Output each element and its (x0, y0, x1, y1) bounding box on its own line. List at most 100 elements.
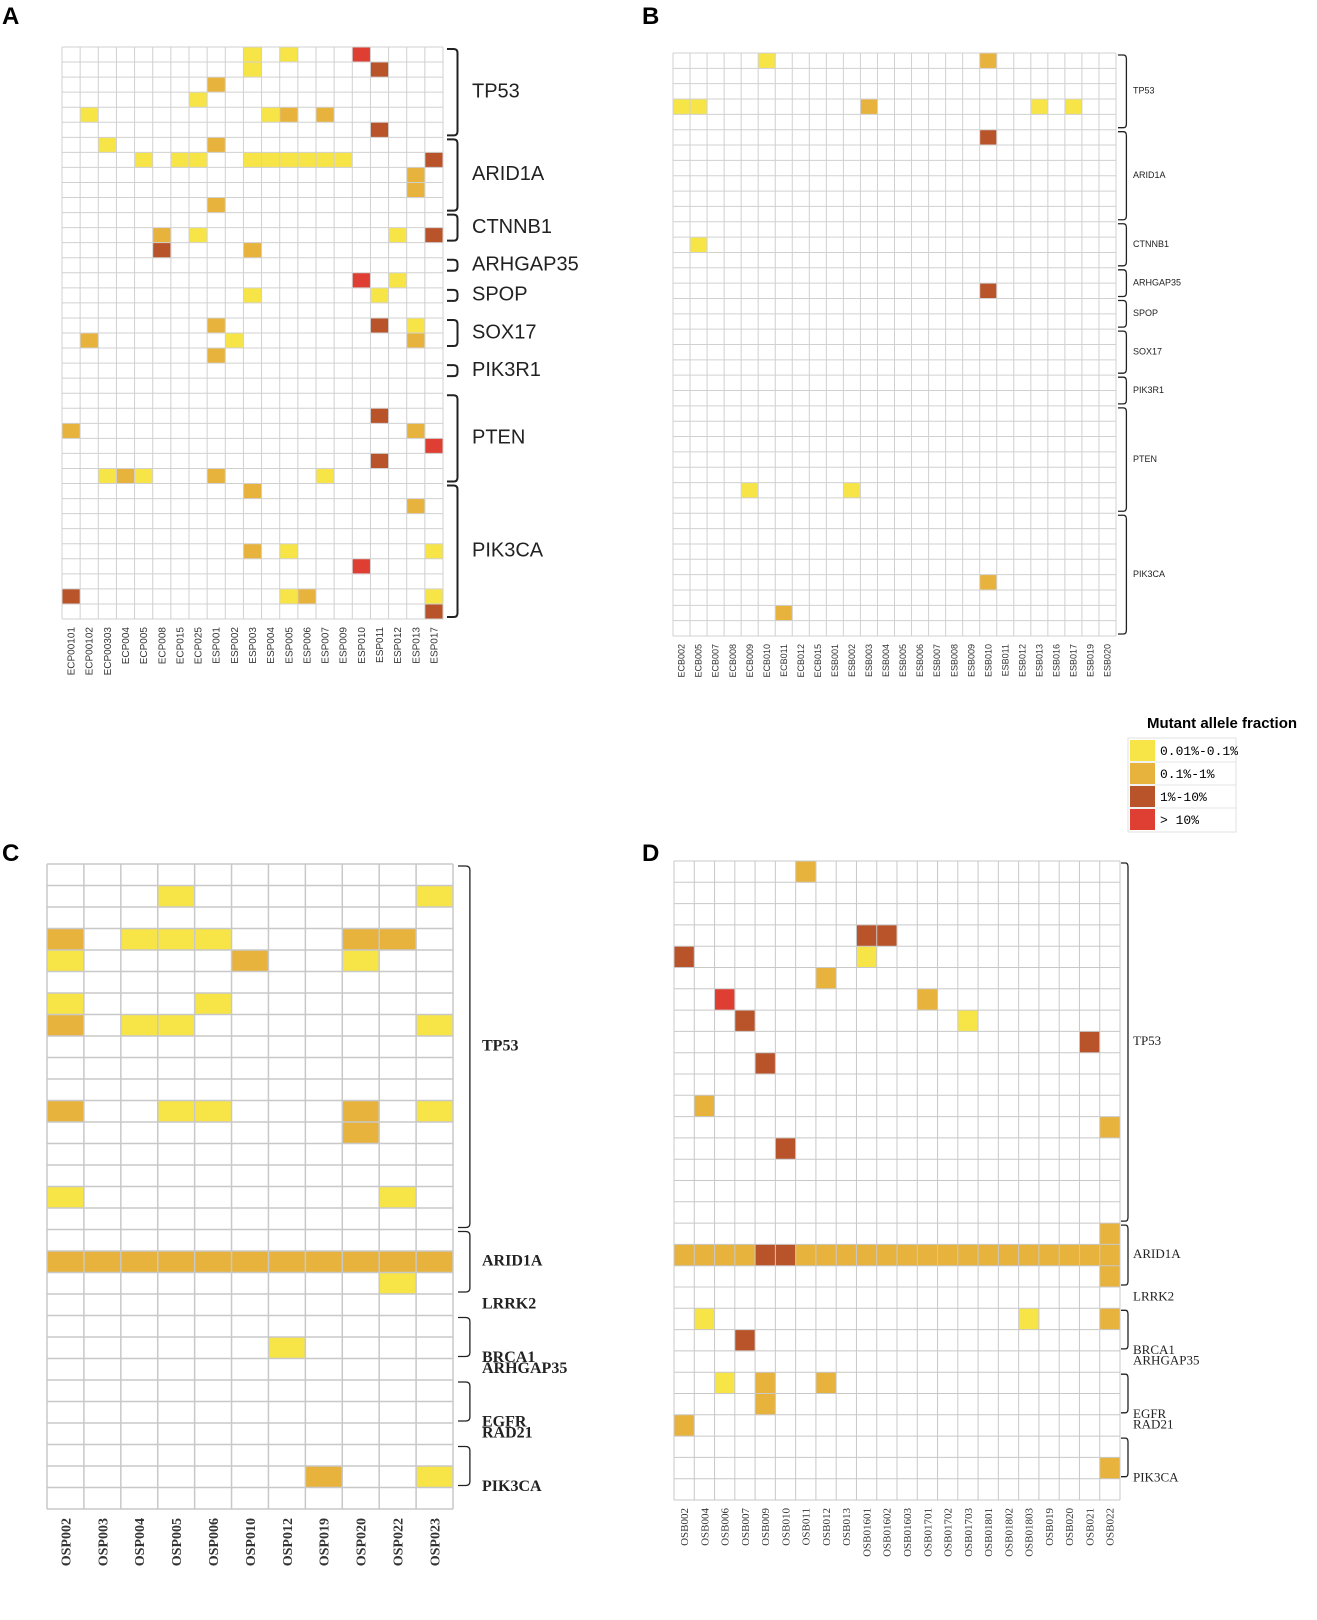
tick-label-osb01803: OSB01803 (1024, 1508, 1036, 1557)
tick-label-esb013: ESB013 (1034, 644, 1044, 677)
gene-bracket-sox17 (1118, 330, 1128, 374)
tick-label-ecp004: ECP004 (121, 627, 132, 665)
heatmap-cell (342, 1122, 380, 1144)
legend-swatch (1130, 740, 1155, 761)
heatmap-cell (424, 438, 444, 454)
tick-label-osb01702: OSB01702 (943, 1508, 955, 1557)
heatmap-cell (406, 167, 426, 183)
gene-bracket-pten (1118, 407, 1128, 512)
tick-label-ecp025: ECP025 (194, 627, 205, 665)
heatmap-cell (1064, 99, 1083, 115)
heatmap-cell (231, 1251, 269, 1273)
heatmap-cell (231, 950, 269, 972)
heatmap-cell (305, 1466, 343, 1488)
tick-label-esb007: ESB007 (932, 644, 942, 677)
column-tick-labels-b: ECB002 ECB005 ECB007 ECB008 ECB009 ECB010 ECB0… (677, 644, 1113, 678)
grid-lines-d (673, 860, 1121, 1501)
tick-label-esp007: ESP007 (321, 627, 332, 664)
tick-label-ecp00101: ECP00101 (67, 627, 78, 676)
heatmap-cell (189, 227, 208, 243)
tick-label-osb011: OSB011 (801, 1508, 813, 1546)
gene-bracket-brca1 (458, 1316, 471, 1358)
heatmap-cell (47, 928, 85, 951)
heatmap-cell (674, 1244, 695, 1266)
gene-bracket-pik3r1 (1118, 376, 1128, 405)
heatmap-cell (342, 928, 380, 951)
gene-bracket-arhgap35 (1118, 269, 1128, 298)
tick-label-ecb002: ECB002 (677, 644, 687, 678)
tick-label-ecb008: ECB008 (728, 644, 738, 678)
tick-label-esb020: ESB020 (1103, 644, 1113, 677)
gene-label-pten: PTEN (472, 427, 525, 449)
gene-bracket-egfr (458, 1381, 471, 1422)
tick-label-osb01703: OSB01703 (963, 1508, 975, 1557)
gene-bracket-arid1a (458, 1230, 471, 1293)
gene-label-pik3r1: PIK3R1 (472, 359, 541, 381)
heatmap-cell (714, 1372, 736, 1394)
heatmap-cell (979, 129, 998, 146)
gene-label-lrrk2: LRRK2 (482, 1295, 536, 1312)
gene-label-arid1a: ARID1A (1133, 1246, 1181, 1261)
heatmap-panel-a: TP53 ARID1A CTNNB1 ARHGAP35 SPOP SOX17 PIK3R1 P… (61, 46, 579, 676)
heatmap-cell (98, 137, 117, 153)
gene-bracket-pik3ca (447, 484, 459, 618)
gene-label-sox17: SOX17 (472, 321, 536, 343)
tick-label-osb002: OSB002 (679, 1508, 691, 1546)
heatmap-cell (116, 468, 135, 484)
heatmap-cell (279, 47, 299, 63)
heatmap-cell (134, 152, 154, 168)
tick-label-esp003: ESP003 (248, 627, 259, 664)
gene-label-brca1: BRCA1 (482, 1349, 535, 1366)
heatmap-cell (225, 333, 244, 349)
tick-label-osp004: OSP004 (133, 1518, 148, 1566)
panel-label-d: D (642, 840, 659, 867)
heatmap-cell (416, 1251, 454, 1273)
tick-label-esp001: ESP001 (212, 627, 223, 664)
heatmap-cell (134, 468, 154, 484)
tick-label-osb007: OSB007 (740, 1508, 752, 1546)
tick-label-osp023: OSP023 (428, 1518, 443, 1566)
tick-label-esb009: ESB009 (966, 644, 976, 677)
tick-label-esp005: ESP005 (284, 627, 295, 664)
tick-label-ecp008: ECP008 (157, 627, 168, 665)
tick-label-osp020: OSP020 (355, 1518, 370, 1566)
heatmap-cell (207, 317, 226, 334)
gene-label-tp53: TP53 (1133, 1033, 1161, 1048)
gene-label-arhgap35: ARHGAP35 (1133, 1353, 1199, 1368)
heatmap-cell (243, 543, 262, 560)
heatmap-cell (856, 1244, 878, 1266)
tick-label-esp011: ESP011 (375, 627, 386, 663)
heatmap-cell (416, 1014, 454, 1037)
gene-bracket-arid1a (447, 138, 459, 212)
heatmap-cell (406, 317, 426, 334)
heatmap-cell (243, 47, 262, 63)
heatmap-cell (1079, 1031, 1101, 1053)
heatmap-cell (690, 237, 708, 253)
column-tick-labels-c: OSP002 OSP003 OSP004 OSP005 OSP006 OSP010 OSP0… (59, 1518, 443, 1566)
gene-label-ctnnb1: CTNNB1 (472, 216, 552, 238)
heatmap-cell (416, 885, 454, 908)
gene-bracket-pik3ca (458, 1445, 471, 1487)
heatmap-cell (1099, 1223, 1121, 1245)
column-tick-labels-a: ECP00101 ECP00102 ECP00303 ECP004 ECP005 ECP0… (67, 627, 441, 676)
column-tick-labels-d: OSB002 OSB004 OSB006 OSB007 OSB009 OSB010 OSB0… (679, 1508, 1117, 1557)
heatmap-cell (424, 227, 444, 243)
heatmap-cell (897, 1244, 918, 1266)
gene-label-arid1a: ARID1A (1133, 170, 1166, 180)
heatmap-cell (876, 1244, 898, 1266)
gene-label-egfr: EGFR (482, 1414, 527, 1431)
gene-bracket-tp53 (1121, 862, 1129, 1222)
heatmap-cell (80, 333, 99, 349)
heatmap-cell (694, 1308, 715, 1330)
heatmap-cell (775, 605, 793, 621)
tick-label-osb01601: OSB01601 (861, 1508, 873, 1557)
tick-label-osp019: OSP019 (318, 1518, 333, 1566)
heatmap-cell (62, 423, 81, 439)
tick-label-osb006: OSB006 (720, 1508, 732, 1546)
tick-label-esp012: ESP012 (393, 627, 404, 664)
heatmap-cell (279, 152, 299, 168)
tick-label-ecb007: ECB007 (711, 644, 721, 678)
gene-label-sox17: SOX17 (1133, 347, 1162, 357)
heatmap-cell (406, 333, 426, 349)
